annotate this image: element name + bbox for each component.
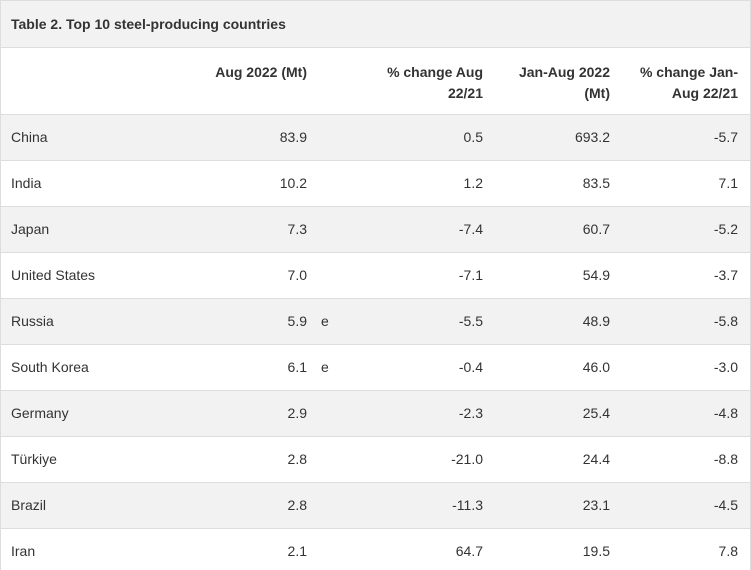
value-cell: -5.8 [610,297,738,344]
value-cell: 19.5 [483,527,610,570]
value-cell: -4.8 [610,389,738,436]
value-cell: -2.3 [351,389,483,436]
flag-cell [307,251,351,298]
header-row: Aug 2022 (Mt) % change Aug 22/21 Jan-Aug 2… [1,48,750,114]
value-cell: 693.2 [483,113,610,160]
pad-cell [738,297,750,344]
flag-cell [307,481,351,528]
value-cell: 83.9 [181,113,307,160]
value-cell: 7.3 [181,205,307,252]
table-row: Russia 5.9 e -5.5 48.9 -5.8 [1,297,750,344]
country-cell: Türkiye [1,435,181,482]
flag-cell [307,527,351,570]
value-cell: 7.0 [181,251,307,298]
country-cell: India [1,159,181,206]
header-cell [738,48,750,114]
flag-cell: e [307,297,351,344]
value-cell: 24.4 [483,435,610,482]
header-cell: % change Jan-Aug 22/21 [610,48,738,114]
value-cell: -11.3 [351,481,483,528]
value-cell: 83.5 [483,159,610,206]
table-row: Japan 7.3 -7.4 60.7 -5.2 [1,205,750,252]
country-cell: China [1,113,181,160]
pad-cell [738,527,750,570]
country-cell: Iran [1,527,181,570]
table-row: India 10.2 1.2 83.5 7.1 [1,159,750,206]
pad-cell [738,205,750,252]
table-row: Iran 2.1 64.7 19.5 7.8 [1,527,750,570]
value-cell: -4.5 [610,481,738,528]
table: Aug 2022 (Mt) % change Aug 22/21 Jan-Aug 2… [1,48,750,570]
value-cell: -8.8 [610,435,738,482]
table-row: Türkiye 2.8 -21.0 24.4 -8.8 [1,435,750,482]
flag-cell [307,159,351,206]
value-cell: -21.0 [351,435,483,482]
table-row: Germany 2.9 -2.3 25.4 -4.8 [1,389,750,436]
header-cell [307,48,351,114]
value-cell: 64.7 [351,527,483,570]
pad-cell [738,159,750,206]
value-cell: 2.8 [181,481,307,528]
value-cell: -5.5 [351,297,483,344]
value-cell: 54.9 [483,251,610,298]
value-cell: 2.1 [181,527,307,570]
flag-cell [307,205,351,252]
value-cell: 10.2 [181,159,307,206]
table-row: United States 7.0 -7.1 54.9 -3.7 [1,251,750,298]
header-cell: Jan-Aug 2022 (Mt) [483,48,610,114]
value-cell: -3.7 [610,251,738,298]
value-cell: 1.2 [351,159,483,206]
header-cell: % change Aug 22/21 [351,48,483,114]
pad-cell [738,343,750,390]
country-cell: Russia [1,297,181,344]
pad-cell [738,113,750,160]
value-cell: -5.2 [610,205,738,252]
value-cell: -5.7 [610,113,738,160]
flag-text: e [321,313,329,329]
flag-cell: e [307,343,351,390]
pad-cell [738,481,750,528]
header-cell: Aug 2022 (Mt) [181,48,307,114]
header-text: % change Jan-Aug 22/21 [639,64,738,101]
pad-cell [738,251,750,298]
value-cell: 6.1 [181,343,307,390]
value-cell: 60.7 [483,205,610,252]
pad-cell [738,389,750,436]
table-row: Brazil 2.8 -11.3 23.1 -4.5 [1,481,750,528]
header-cell [1,48,181,114]
value-cell: 46.0 [483,343,610,390]
value-cell: 7.8 [610,527,738,570]
flag-text: e [321,359,329,375]
flag-cell [307,389,351,436]
country-cell: Japan [1,205,181,252]
table-title: Table 2. Top 10 steel-producing countrie… [1,0,750,48]
value-cell: 5.9 [181,297,307,344]
table-row: South Korea 6.1 e -0.4 46.0 -3.0 [1,343,750,390]
table-row: China 83.9 0.5 693.2 -5.7 [1,113,750,160]
flag-cell [307,435,351,482]
value-cell: -0.4 [351,343,483,390]
value-cell: -7.1 [351,251,483,298]
country-cell: Brazil [1,481,181,528]
value-cell: 0.5 [351,113,483,160]
header-text: Jan-Aug 2022 (Mt) [518,64,610,101]
flag-cell [307,113,351,160]
value-cell: 25.4 [483,389,610,436]
value-cell: 2.9 [181,389,307,436]
value-cell: 2.8 [181,435,307,482]
pad-cell [738,435,750,482]
value-cell: -3.0 [610,343,738,390]
value-cell: 48.9 [483,297,610,344]
header-text: % change Aug 22/21 [387,64,483,101]
country-cell: Germany [1,389,181,436]
value-cell: 7.1 [610,159,738,206]
value-cell: 23.1 [483,481,610,528]
header-text: Aug 2022 (Mt) [215,64,307,80]
value-cell: -7.4 [351,205,483,252]
country-cell: United States [1,251,181,298]
country-cell: South Korea [1,343,181,390]
